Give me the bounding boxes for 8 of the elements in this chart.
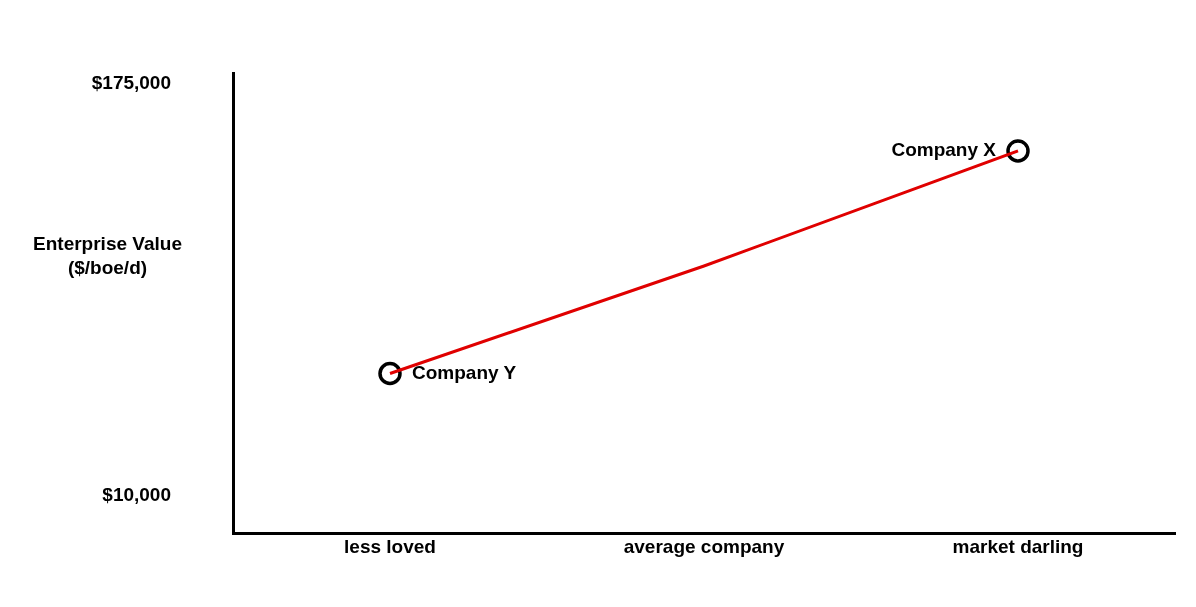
x-tick-label: market darling: [952, 536, 1084, 558]
annotation: Company X: [891, 139, 997, 161]
annotation: Company Y: [412, 361, 517, 383]
y-axis-title: Enterprise Value ($/boe/d): [32, 232, 183, 280]
y-tick-label: $175,000: [91, 71, 171, 93]
x-tick-label: average company: [623, 536, 785, 558]
y-tick-label: $10,000: [102, 484, 171, 506]
x-tick-label: less loved: [344, 536, 436, 558]
